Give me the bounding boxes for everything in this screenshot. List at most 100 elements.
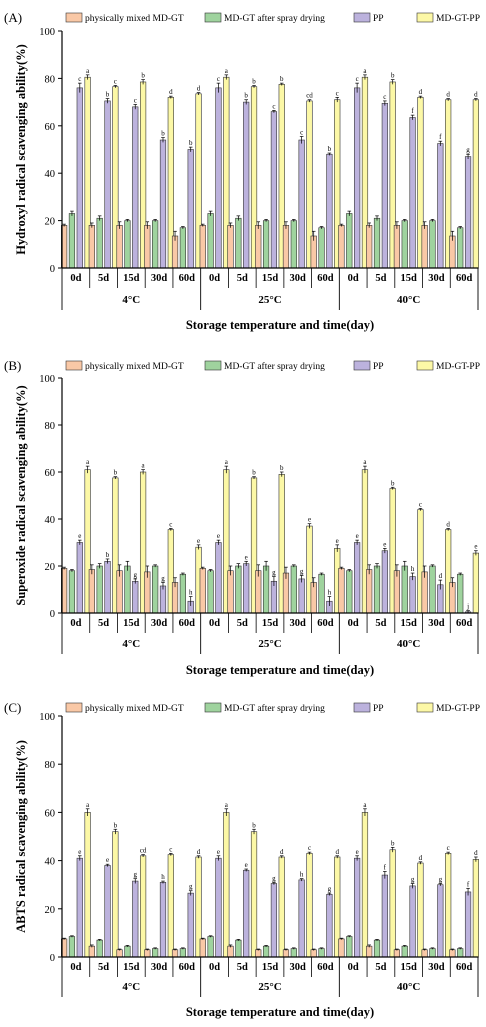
significance-label-md-gt-pp: d bbox=[419, 854, 423, 862]
bar-spray-dried bbox=[346, 213, 353, 269]
bar-physically-mixed bbox=[199, 938, 206, 958]
significance-label-pp: b bbox=[106, 91, 110, 99]
significance-label-md-gt-pp: d bbox=[169, 88, 173, 96]
significance-label-md-gt-pp: c bbox=[336, 89, 339, 97]
bar-pp bbox=[159, 585, 167, 614]
bar-spray-dried bbox=[401, 945, 408, 958]
y-tick-label: 20 bbox=[45, 905, 56, 916]
y-tick-label: 20 bbox=[45, 217, 56, 228]
bar-pp bbox=[354, 87, 361, 269]
bar-spray-dried bbox=[318, 573, 325, 614]
legend-swatch-spray-dried bbox=[204, 12, 222, 23]
significance-label-pp: c bbox=[272, 102, 275, 110]
bar-pp bbox=[243, 101, 250, 269]
legend-entry-md-gt-pp: MD-GT-PP bbox=[436, 704, 480, 714]
bar-pp bbox=[298, 578, 305, 614]
bar-spray-dried bbox=[290, 220, 297, 269]
x-group-label: 4°C bbox=[122, 981, 140, 993]
bar-pp bbox=[215, 87, 222, 269]
y-tick-label: 40 bbox=[45, 515, 56, 526]
legend-swatch-physically-mixed bbox=[65, 12, 83, 23]
x-category-label: 60d bbox=[456, 618, 473, 629]
bar-spray-dried bbox=[290, 948, 297, 958]
bar-physically-mixed bbox=[338, 225, 345, 269]
significance-label-md-gt-pp: a bbox=[225, 801, 229, 809]
x-category-label: 5d bbox=[237, 273, 248, 284]
significance-label-pp: e bbox=[383, 540, 386, 548]
significance-label-md-gt-pp: e bbox=[308, 516, 311, 524]
bar-spray-dried bbox=[207, 213, 214, 269]
bar-spray-dried bbox=[235, 939, 242, 958]
bar-md-gt-pp bbox=[361, 812, 369, 958]
x-category-label: 5d bbox=[98, 618, 109, 629]
significance-label-md-gt-pp: d bbox=[474, 91, 478, 99]
x-category-label: 15d bbox=[262, 273, 279, 284]
x-axis-title: Storage temperature and time(day) bbox=[186, 1005, 374, 1019]
legend-entry-spray-dried: MD-GT after spray drying bbox=[224, 361, 325, 372]
significance-label-md-gt-pp: a bbox=[363, 801, 367, 809]
bar-physically-mixed bbox=[366, 945, 373, 958]
y-tick-label: 60 bbox=[45, 468, 56, 479]
x-category-label: 60d bbox=[317, 273, 334, 284]
significance-label-pp: c bbox=[78, 75, 81, 83]
x-category-label: 60d bbox=[179, 618, 196, 629]
significance-label-pp: c bbox=[134, 96, 137, 104]
bar-spray-dried bbox=[235, 565, 242, 614]
bar-pp bbox=[159, 139, 167, 269]
bar-spray-dried bbox=[457, 948, 464, 958]
significance-label-md-gt-pp: cd bbox=[140, 847, 147, 855]
x-category-label: 15d bbox=[262, 962, 279, 973]
bar-physically-mixed bbox=[227, 225, 234, 269]
significance-label-pp: g bbox=[328, 885, 332, 893]
bar-physically-mixed bbox=[255, 225, 262, 269]
significance-label-pp: c bbox=[383, 93, 386, 101]
x-category-label: 5d bbox=[375, 618, 386, 629]
bar-pp bbox=[381, 550, 388, 614]
bar-spray-dried bbox=[96, 217, 103, 269]
significance-label-md-gt-pp: d bbox=[474, 849, 478, 857]
bar-physically-mixed bbox=[116, 949, 123, 958]
y-tick-label: 0 bbox=[50, 609, 55, 620]
significance-label-pp: f bbox=[411, 107, 414, 115]
significance-label-md-gt-pp: a bbox=[86, 801, 90, 809]
bar-spray-dried bbox=[262, 565, 270, 614]
bar-physically-mixed bbox=[144, 949, 151, 958]
legend-entry-md-gt-pp: MD-GT-PP bbox=[436, 14, 480, 24]
significance-label-pp: g bbox=[134, 571, 138, 579]
bar-pp bbox=[354, 542, 361, 614]
bar-physically-mixed bbox=[449, 235, 456, 269]
x-category-label: 0d bbox=[70, 618, 81, 629]
bar-pp bbox=[270, 883, 278, 958]
significance-label-pp: e bbox=[245, 861, 248, 869]
bar-physically-mixed bbox=[421, 949, 428, 958]
x-category-label: 60d bbox=[179, 962, 196, 973]
x-axis-title: Storage temperature and time(day) bbox=[186, 318, 374, 332]
bar-physically-mixed bbox=[144, 571, 151, 614]
significance-label-pp: g bbox=[189, 883, 193, 891]
legend-entry-spray-dried: MD-GT after spray drying bbox=[224, 703, 325, 714]
significance-label-md-gt-pp: b bbox=[114, 821, 118, 829]
legend-entry-pp: PP bbox=[373, 704, 384, 714]
bar-pp bbox=[464, 156, 472, 269]
bar-physically-mixed bbox=[393, 949, 401, 958]
bar-spray-dried bbox=[96, 565, 103, 614]
bar-pp bbox=[243, 869, 250, 958]
x-category-label: 15d bbox=[400, 962, 417, 973]
x-category-label: 5d bbox=[375, 962, 386, 973]
bar-spray-dried bbox=[152, 565, 159, 614]
y-tick-label: 100 bbox=[39, 374, 55, 385]
significance-label-pp: g bbox=[272, 874, 276, 882]
x-category-label: 15d bbox=[400, 273, 417, 284]
bar-physically-mixed bbox=[116, 570, 123, 614]
significance-label-pp: j bbox=[466, 603, 469, 611]
significance-label-pp: e bbox=[78, 532, 81, 540]
legend-swatch-spray-dried bbox=[204, 702, 222, 713]
bar-physically-mixed bbox=[199, 568, 206, 614]
bar-spray-dried bbox=[346, 936, 353, 958]
significance-label-md-gt-pp: d bbox=[280, 848, 284, 856]
x-category-label: 30d bbox=[428, 962, 445, 973]
significance-label-pp: b bbox=[106, 551, 110, 559]
x-category-label: 5d bbox=[98, 273, 109, 284]
bar-pp bbox=[76, 542, 83, 614]
